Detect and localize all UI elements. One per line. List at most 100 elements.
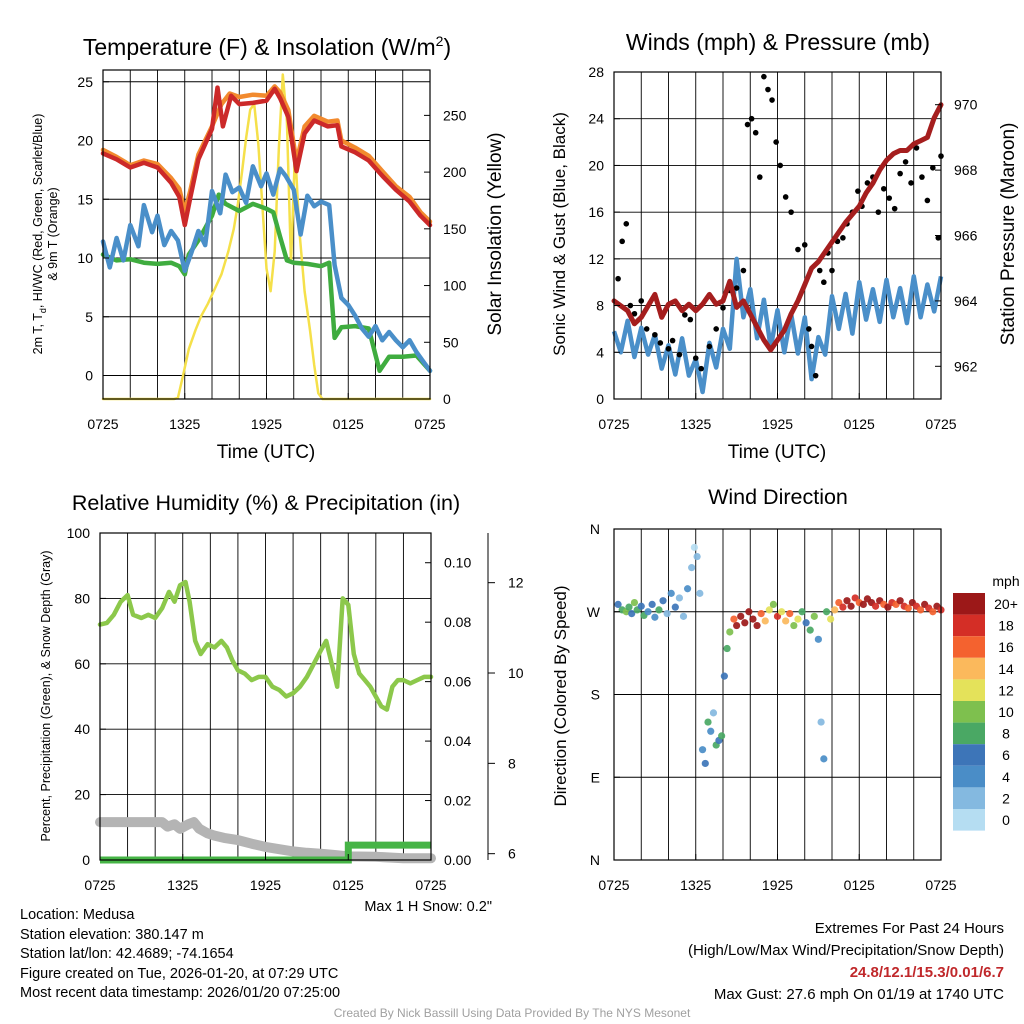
gust-point [706, 343, 713, 350]
legend-swatch [953, 614, 985, 637]
x-tick-label: 1325 [169, 416, 200, 432]
humidity-grid [100, 533, 431, 860]
gust-point [902, 159, 909, 165]
winds-title: Winds (mph) & Pressure (mb) [626, 29, 930, 55]
direction-point [671, 603, 679, 611]
legend-label: 12 [998, 682, 1014, 698]
legend-label: 10 [998, 704, 1014, 720]
gust-point [891, 205, 898, 212]
x-tick-label: 0125 [333, 416, 364, 432]
direction-point [704, 718, 712, 726]
gust-point [935, 235, 942, 241]
temperature-series [100, 73, 433, 401]
legend-label: 16 [998, 639, 1014, 655]
gust-point [752, 129, 759, 136]
gust-point [773, 139, 779, 145]
y-tick-label: 100 [67, 525, 91, 541]
temperature-xlabel: Time (UTC) [217, 442, 316, 463]
direction-point [859, 600, 867, 608]
gust-point [897, 170, 903, 177]
direction-point [745, 608, 753, 616]
gust-point [720, 305, 726, 311]
figure-created: Figure created on Tue, 2026-01-20, at 07… [20, 965, 339, 982]
y-tick-label: 25 [77, 74, 93, 90]
gust-point [740, 267, 747, 274]
direction-point [693, 552, 701, 561]
y-tick-label: 60 [74, 656, 90, 672]
series-station-pressure [611, 102, 944, 353]
y-tick-label: 0 [443, 391, 451, 407]
gust-point [676, 351, 683, 358]
y-tick-label: 80 [74, 590, 90, 606]
gust-point [880, 185, 887, 192]
direction-point [827, 615, 835, 623]
direction-point [630, 598, 639, 607]
y-tick-label: 966 [954, 228, 978, 244]
gust-point [761, 73, 767, 80]
credit-line: Created By Nick Bassill Using Data Provi… [333, 1006, 691, 1020]
temperature-ylabel: 2m T, Td, HI/WC (Red, Green, Scarlet/Blu… [31, 114, 48, 355]
gust-point [908, 180, 914, 186]
y-tick-label: 12 [588, 251, 604, 267]
legend-label: 20+ [994, 596, 1018, 612]
legend-label: 2 [1002, 790, 1010, 806]
direction-tick-label: N [590, 852, 600, 868]
direction-point [839, 603, 847, 611]
gust-point [665, 345, 672, 352]
direction-point [701, 759, 709, 768]
x-tick-label: 0725 [598, 877, 629, 893]
gust-point [875, 209, 882, 215]
x-tick-label: 1925 [762, 416, 793, 432]
temperature-panel: Temperature (F) & Insolation (W/m2) 0 5 10… [31, 33, 506, 463]
extremes-values: 24.8/12.1/15.3/0.01/6.7 [849, 964, 1004, 981]
humidity-ylabel: Percent, Precipitation (Green), & Snow D… [39, 550, 53, 841]
wind-direction-ylabel: Direction (Colored By Speed) [551, 585, 570, 806]
gust-point [806, 326, 812, 332]
gust-point [669, 337, 676, 344]
snow-tick-label: 8 [508, 755, 516, 771]
direction-point [628, 609, 636, 618]
direction-point [820, 755, 828, 763]
snow-note: Max 1 H Snow: 0.2" [364, 899, 492, 915]
y-tick-label: 0 [82, 852, 90, 868]
x-tick-label: 0125 [844, 416, 875, 432]
direction-point [625, 603, 633, 611]
y-tick-label: 10 [77, 250, 93, 266]
gust-point [782, 194, 789, 200]
wind-direction-points [614, 543, 945, 768]
x-tick-label: 1325 [167, 877, 198, 893]
direction-point [720, 672, 728, 680]
direction-point [851, 594, 859, 602]
legend-label: 14 [998, 661, 1014, 677]
y-tick-label: 15 [77, 191, 93, 207]
direction-point [718, 732, 726, 740]
y-tick-label: 4 [596, 344, 604, 360]
y-tick-label: 0.06 [444, 674, 471, 690]
y-tick-label: 0.00 [444, 852, 471, 868]
gust-point [765, 86, 771, 93]
y-tick-label: 200 [443, 164, 467, 180]
gust-point [733, 285, 740, 291]
series-td [100, 192, 433, 374]
gust-point [631, 310, 638, 317]
winds-time-ticks: 0725 1325 1925 0125 0725 [598, 393, 957, 432]
gust-point [687, 316, 694, 323]
direction-point [737, 612, 745, 620]
x-tick-label: 0725 [84, 877, 115, 893]
gust-point [713, 326, 719, 332]
y-tick-label: 40 [74, 721, 90, 737]
direction-point [831, 606, 839, 614]
gust-point [801, 242, 808, 248]
direction-point [916, 606, 925, 614]
legend-swatch [953, 636, 985, 658]
gust-point [756, 174, 763, 180]
direction-point [872, 602, 880, 610]
direction-point [648, 600, 656, 608]
legend-swatch [953, 787, 985, 809]
legend-swatch [953, 679, 985, 701]
y-tick-label: 250 [443, 107, 467, 123]
snow-right-ticks: 6 8 10 12 [487, 533, 524, 862]
direction-point [822, 608, 831, 616]
gust-point [808, 343, 815, 350]
